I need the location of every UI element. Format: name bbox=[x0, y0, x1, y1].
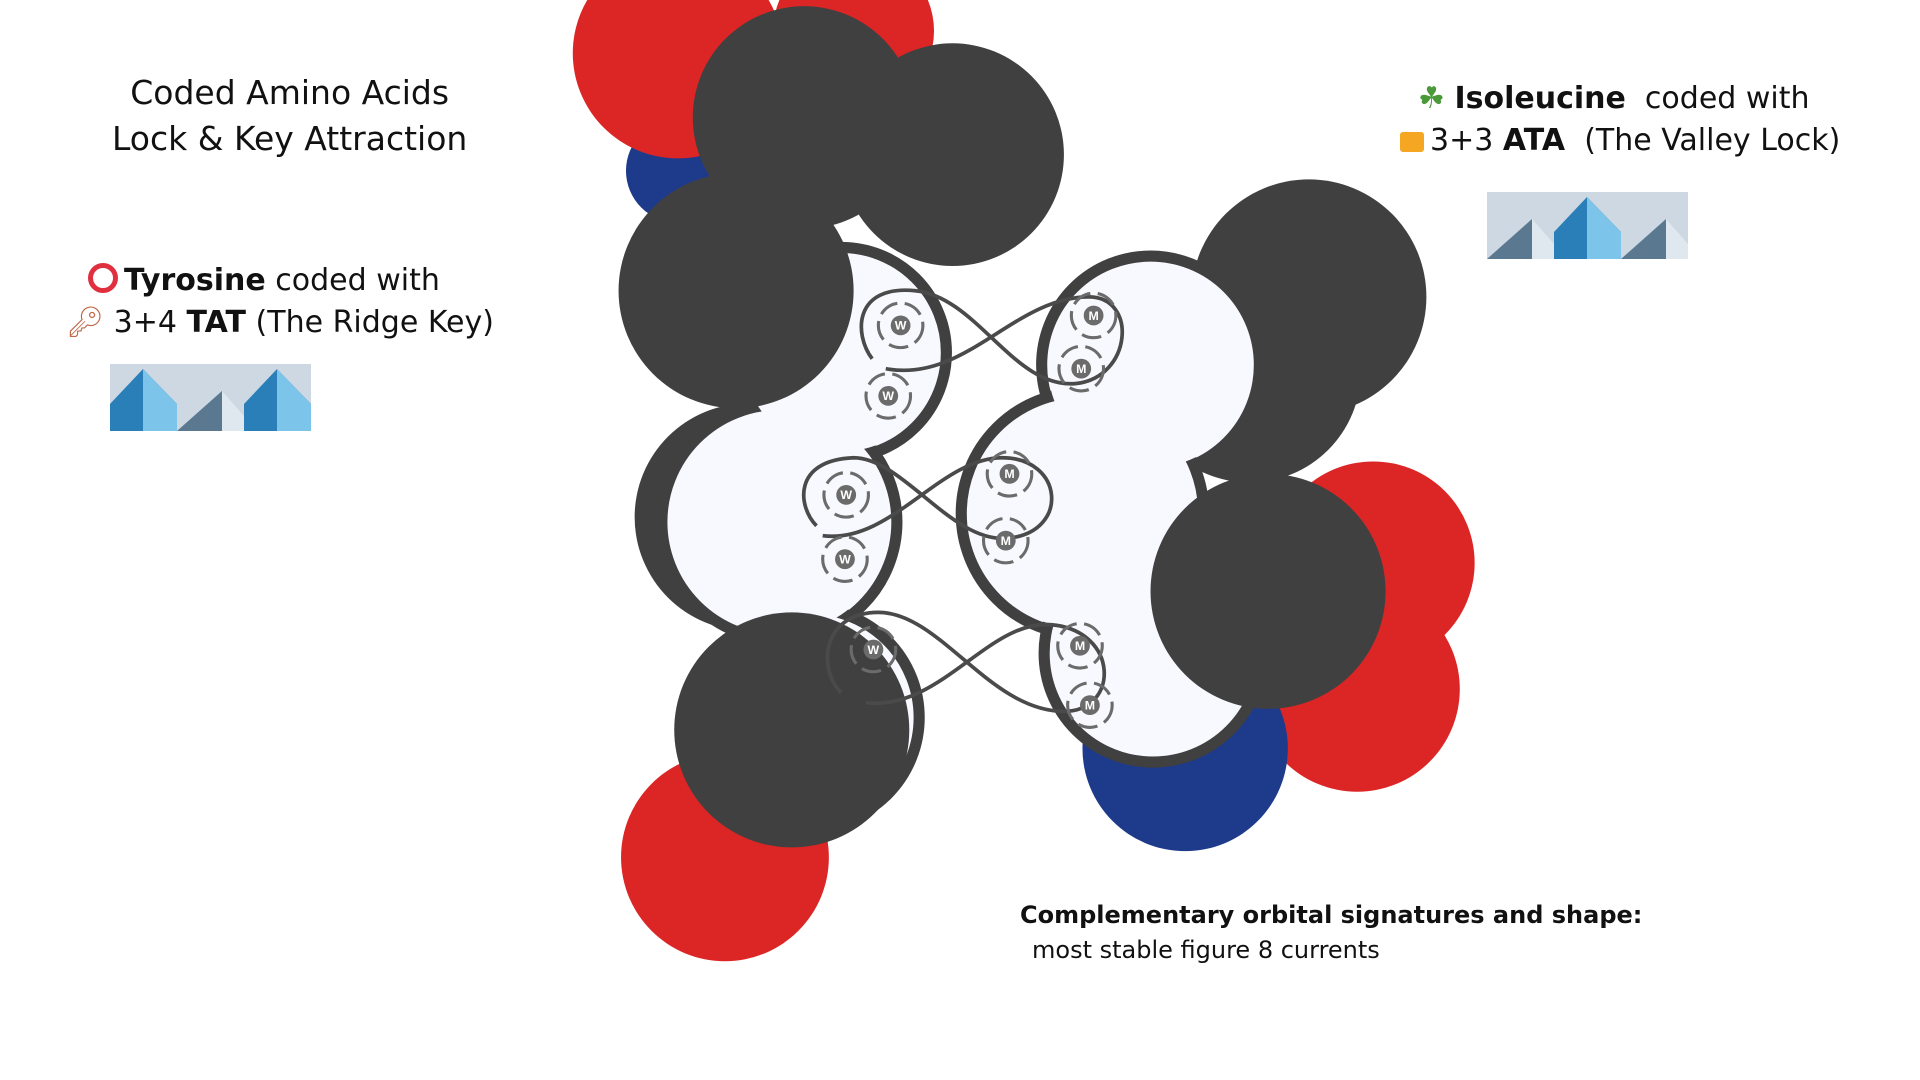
vortex-right: M bbox=[1056, 621, 1104, 670]
isoleucine-description: (The Valley Lock) bbox=[1584, 123, 1841, 158]
vortex-right: M bbox=[1066, 681, 1114, 729]
vortex-left: W bbox=[864, 372, 913, 420]
tyrosine-molecule bbox=[618, 173, 952, 962]
isoleucine-coded-with: coded with bbox=[1644, 81, 1810, 116]
vortex-right: M bbox=[1069, 291, 1118, 340]
vortex-label: M bbox=[1088, 309, 1098, 323]
isoleucine-name: Isoleucine bbox=[1454, 81, 1626, 116]
vortex-label: W bbox=[882, 389, 894, 403]
tyrosine-code-prefix: 3+4 bbox=[113, 305, 177, 340]
valley-lock-shape-tiles bbox=[1487, 192, 1688, 259]
vortex-label: M bbox=[1085, 698, 1095, 712]
isoleucine-label: ☘︎ Isoleucine coded with 3+3 ATA (The Va… bbox=[1400, 78, 1840, 162]
caption-subtitle: most stable figure 8 currents bbox=[1032, 936, 1380, 964]
caption: Complementary orbital signatures and sha… bbox=[1020, 898, 1642, 968]
vortex-label: W bbox=[895, 319, 907, 333]
vortex-left: W bbox=[876, 301, 925, 350]
valley-tile bbox=[1487, 192, 1554, 259]
tyrosine-code: TAT bbox=[186, 305, 247, 340]
caption-title: Complementary orbital signatures and sha… bbox=[1020, 901, 1643, 929]
isoleucine-code: ATA bbox=[1502, 123, 1566, 158]
page-title: Coded Amino Acids Lock & Key Attraction bbox=[112, 70, 467, 162]
isoleucine-molecule bbox=[955, 179, 1475, 852]
vortex-label: W bbox=[868, 643, 880, 657]
isoleucine-code-prefix: 3+3 bbox=[1430, 123, 1494, 158]
vortex-label: M bbox=[1004, 467, 1014, 481]
title-line-1: Coded Amino Acids bbox=[130, 73, 450, 112]
tyrosine-coded-with: coded with bbox=[275, 263, 440, 298]
vortex-right: M bbox=[985, 450, 1034, 498]
ridge-key-shape-tiles bbox=[110, 364, 311, 431]
vortex-label: W bbox=[840, 488, 852, 502]
vortex-left: W bbox=[822, 471, 871, 519]
vortex-label: M bbox=[1001, 534, 1011, 548]
valley-tile bbox=[1621, 192, 1688, 259]
vortex-left: W bbox=[821, 535, 869, 583]
ridge-tile bbox=[1554, 192, 1621, 259]
vortex-label: M bbox=[1075, 639, 1085, 653]
vortex-right: M bbox=[981, 516, 1030, 565]
tyrosine-name: Tyrosine bbox=[124, 263, 266, 298]
tyrosine-label: Tyrosine coded with 🔑︎ 3+4 TAT (The Ridg… bbox=[66, 260, 494, 344]
vortex-glyphs: W W W W W M M M M M M bbox=[821, 291, 1118, 729]
locked-with-key-icon bbox=[1400, 132, 1424, 152]
valley-tile bbox=[177, 364, 244, 431]
vortex-label: M bbox=[1076, 362, 1086, 376]
title-line-2: Lock & Key Attraction bbox=[112, 119, 468, 158]
ridge-tile bbox=[244, 364, 311, 431]
vortex-left: W bbox=[849, 625, 898, 674]
vortex-label: W bbox=[839, 553, 851, 567]
vortex-right: M bbox=[1057, 344, 1106, 393]
herb-sprig-icon: ☘︎ bbox=[1418, 81, 1445, 116]
figure-8-currents bbox=[801, 288, 1124, 714]
ridge-tile bbox=[110, 364, 177, 431]
top-atom-cluster bbox=[572, 0, 1064, 266]
hollow-red-circle-icon bbox=[88, 263, 118, 293]
tyrosine-description: (The Ridge Key) bbox=[255, 305, 494, 340]
key-icon: 🔑︎ bbox=[66, 305, 105, 340]
